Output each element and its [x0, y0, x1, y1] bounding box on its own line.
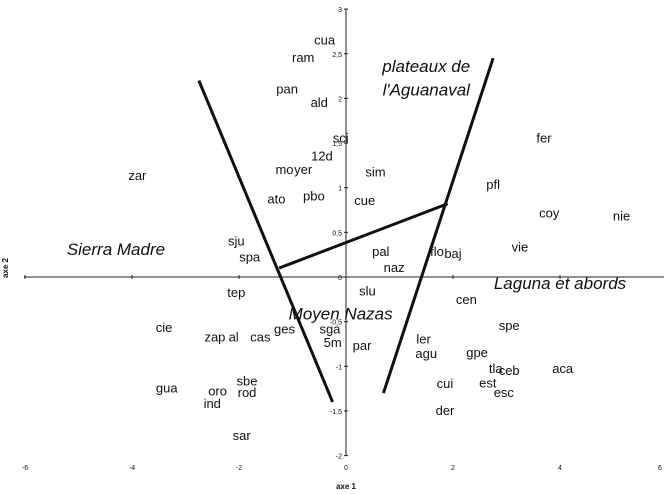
x-tick-label: -6	[22, 465, 28, 472]
point-label: 5m	[324, 335, 342, 350]
y-axis-label: axe 2	[1, 257, 10, 278]
point-label: al	[229, 330, 239, 345]
point-label: par	[353, 338, 372, 353]
point-label: tep	[227, 285, 245, 300]
point-label: vie	[512, 240, 529, 255]
y-ticks: -2 -1,5 -1 -0,5 0 0,5 1 1,5 2 2,5 3	[330, 7, 348, 461]
point-label: sbe	[237, 373, 258, 388]
y-tick-label: -2	[336, 454, 342, 461]
point-label: gpe	[466, 345, 488, 360]
y-tick-label: -0,5	[330, 320, 342, 327]
point-label: sim	[365, 165, 385, 180]
point-label: pfl	[486, 177, 500, 192]
x-tick-label: 2	[451, 465, 455, 472]
point-label: sar	[233, 428, 252, 443]
y-tick-label: 3	[338, 7, 342, 14]
boundary-line-right-v	[382, 57, 495, 394]
x-tick-label: -4	[129, 465, 135, 472]
point-label: cen	[456, 292, 477, 307]
y-tick-label: 2	[338, 96, 342, 103]
point-label: ald	[311, 95, 328, 110]
point-label: yer	[294, 162, 313, 177]
point-label: spa	[239, 249, 261, 264]
point-label: sci	[333, 131, 349, 146]
point-label: agu	[415, 346, 437, 361]
point-label: ler	[416, 332, 431, 347]
point-label: cui	[437, 376, 454, 391]
point-label: zap	[204, 330, 225, 345]
point-label: coy	[539, 206, 560, 221]
y-tick-label: 0,5	[332, 230, 342, 237]
point-label: pal	[372, 244, 389, 259]
point-label: oro	[208, 383, 227, 398]
x-axis-label: axe 1	[336, 482, 357, 491]
point-label: cue	[354, 193, 375, 208]
point-label: ind	[204, 396, 221, 411]
point-label: ram	[292, 50, 314, 65]
x-tick-label: 6	[658, 465, 662, 472]
y-tick-label: 2,5	[332, 52, 342, 59]
point-label: esc	[494, 385, 515, 400]
point-label: der	[436, 403, 455, 418]
zone-annotations: plateaux de l'Aguanaval Sierra Madre Laguna…	[67, 57, 627, 323]
zone-annotation: Moyen Nazas	[289, 305, 393, 324]
point-label: ato	[267, 191, 285, 206]
point-label: sga	[319, 322, 341, 337]
point-label: cie	[156, 320, 173, 335]
x-tick-label: 0	[344, 465, 348, 472]
point-label: zar	[128, 168, 147, 183]
zone-annotation: plateaux de	[381, 57, 470, 76]
point-label: fer	[536, 131, 552, 146]
y-tick-label: 1	[338, 186, 342, 193]
point-label: ceb	[499, 363, 520, 378]
point-label: gua	[156, 381, 178, 396]
point-label: slu	[359, 283, 376, 298]
point-label: pbo	[303, 189, 325, 204]
point-label: spe	[499, 318, 520, 333]
zone-annotation: l'Aguanaval	[383, 80, 472, 99]
point-label: est	[479, 375, 497, 390]
point-label: flo	[430, 244, 444, 259]
x-tick-label: -2	[236, 465, 242, 472]
point-label: pan	[276, 81, 298, 96]
y-tick-label: -1	[336, 364, 342, 371]
point-label: aca	[552, 361, 574, 376]
point-label: ges	[274, 322, 295, 337]
zone-annotation: Laguna et abords	[494, 274, 627, 293]
point-label: baj	[444, 246, 461, 261]
zone-annotation: Sierra Madre	[67, 240, 165, 259]
y-tick-label: 1,5	[332, 141, 342, 148]
boundary-line-left-v	[197, 79, 335, 403]
zone-boundaries	[197, 57, 495, 403]
x-tick-label: 4	[558, 465, 562, 472]
point-label: naz	[384, 260, 405, 275]
x-ticks: -6 -4 -2 0 2 4 6	[22, 275, 662, 472]
point-label: nie	[613, 208, 630, 223]
point-label: 12d	[311, 148, 333, 163]
point-label: cas	[250, 330, 271, 345]
point-label: mo	[275, 162, 293, 177]
boundary-line-bridge	[278, 202, 449, 270]
point-label: tla	[489, 361, 504, 376]
point-label: cua	[314, 32, 336, 47]
y-tick-label: -1,5	[330, 409, 342, 416]
y-tick-label: 0	[338, 275, 342, 282]
point-label: sju	[228, 233, 245, 248]
point-label: rod	[238, 385, 257, 400]
